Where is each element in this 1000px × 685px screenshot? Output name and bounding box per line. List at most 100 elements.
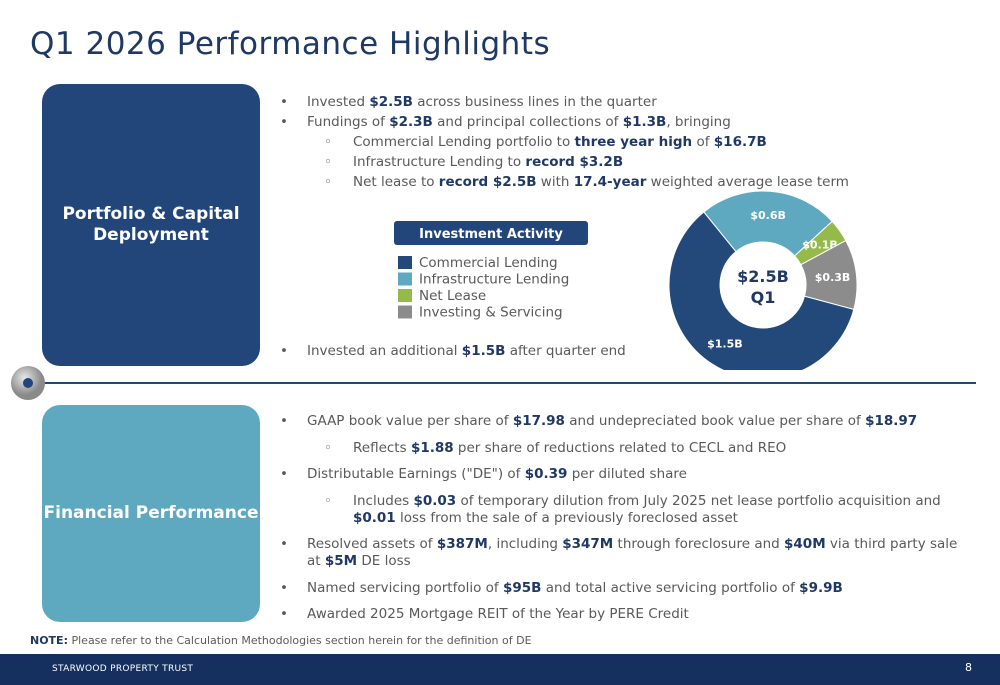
- text: of: [692, 134, 714, 150]
- text: weighted average lease term: [646, 174, 849, 190]
- bold-text: $95B: [502, 579, 542, 596]
- bold-text: $2.5B: [369, 94, 413, 110]
- bullet: Awarded 2025 Mortgage REIT of the Year b…: [280, 606, 975, 623]
- bold-text: $347M: [562, 536, 614, 552]
- bullet: Includes $0.03 of temporary dilution fro…: [280, 493, 975, 527]
- data-label: $1.5B: [707, 338, 743, 351]
- legend-label: Infrastructure Lending: [419, 272, 569, 288]
- bullet: GAAP book value per share of $17.98 and …: [280, 413, 975, 430]
- text: with: [536, 174, 574, 190]
- divider-dot: [23, 378, 33, 388]
- legend-swatch: [398, 272, 412, 286]
- note: NOTE: Please refer to the Calculation Me…: [30, 634, 532, 647]
- text: of temporary dilution from July 2025 net…: [456, 492, 941, 509]
- bold-text: $40M: [784, 536, 826, 552]
- bold-text: $2.3B: [389, 114, 433, 130]
- bullet-list: Invested $2.5B across business lines in …: [280, 92, 975, 192]
- legend-label: Net Lease: [419, 288, 486, 304]
- bold-text: $18.97: [865, 413, 918, 429]
- text: Awarded 2025 Mortgage REIT of the Year b…: [307, 606, 689, 622]
- bold-text: $387M: [436, 536, 488, 552]
- bold-text: $1.5B: [461, 343, 506, 359]
- text: Infrastructure Lending to: [353, 154, 526, 170]
- section-box: Portfolio & Capital Deployment: [42, 84, 260, 366]
- bullet: Named servicing portfolio of $95B and to…: [280, 580, 975, 597]
- text: via third party sale at: [307, 536, 958, 569]
- bold-text: record $3.2B: [525, 154, 624, 170]
- bold-text: $9.9B: [799, 579, 843, 596]
- text: Reflects: [353, 439, 411, 456]
- text: Distributable Earnings ("DE") of: [307, 466, 525, 482]
- bullet: Resolved assets of $387M, including $347…: [280, 536, 975, 570]
- donut-segment: [800, 239, 858, 310]
- text: Invested: [307, 94, 370, 110]
- text: Includes: [353, 492, 414, 509]
- text: and principal collections of: [432, 114, 623, 130]
- text: GAAP book value per share of: [307, 413, 513, 429]
- legend-title: Investment Activity: [419, 227, 563, 242]
- bullet-list: Invested an additional $1.5B after quart…: [280, 343, 975, 359]
- legend-header: [394, 221, 588, 245]
- text: after quarter end: [505, 343, 626, 359]
- text: across business lines in the quarter: [412, 94, 657, 110]
- bullet: Invested $2.5B across business lines in …: [280, 92, 975, 112]
- text: , including: [487, 536, 563, 552]
- bold-text: $0.03: [413, 492, 457, 509]
- legend-label: Commercial Lending: [419, 255, 558, 271]
- text: through foreclosure and: [613, 536, 785, 552]
- footer-company: STARWOOD PROPERTY TRUST: [52, 664, 194, 674]
- legend-label: Investing & Servicing: [419, 305, 563, 321]
- center-value: $2.5B: [737, 267, 789, 286]
- bold-text: $0.39: [524, 466, 568, 482]
- text: and undepreciated book value per share o…: [564, 413, 866, 429]
- text: Resolved assets of: [307, 536, 437, 552]
- data-label: $0.6B: [750, 209, 786, 222]
- chart: Investment Activity Commercial LendingInf…: [394, 190, 858, 370]
- bullet: Distributable Earnings ("DE") of $0.39 p…: [280, 466, 975, 483]
- slide-title: Q1 2026 Performance Highlights: [30, 26, 551, 62]
- divider: [11, 366, 976, 400]
- bold-text: record $2.5B: [438, 174, 537, 190]
- donut-segment: [703, 190, 833, 257]
- text: per share of reductions related to CECL …: [453, 439, 787, 456]
- footer: STARWOOD PROPERTY TRUST 8: [0, 654, 1000, 685]
- bullet: Infrastructure Lending to record $3.2B: [280, 152, 975, 172]
- bold-text: $0.01: [353, 509, 396, 526]
- legend-swatch: [398, 256, 412, 269]
- note-text: Please refer to the Calculation Methodol…: [71, 634, 532, 647]
- note-label: NOTE:: [30, 634, 68, 647]
- bullet: Fundings of $2.3B and principal collecti…: [280, 112, 975, 132]
- bold-text: $17.98: [512, 413, 565, 429]
- legend-swatch: [398, 289, 412, 302]
- bullet-list: GAAP book value per share of $17.98 and …: [280, 413, 975, 633]
- text: Invested an additional: [307, 343, 462, 359]
- section-heading: Financial Performance: [43, 503, 259, 523]
- data-label: $0.1B: [802, 238, 838, 251]
- section-heading: Portfolio & Capital Deployment: [62, 204, 240, 245]
- bold-text: $1.88: [410, 439, 454, 456]
- bullet: Reflects $1.88 per share of reductions r…: [280, 440, 975, 457]
- donut-segment: [668, 211, 855, 370]
- bullet: Invested an additional $1.5B after quart…: [280, 343, 975, 359]
- data-label: $0.3B: [815, 271, 851, 284]
- bold-text: $16.7B: [713, 134, 767, 150]
- bold-text: $1.3B: [622, 114, 667, 130]
- text: Net lease to: [353, 174, 439, 190]
- page-number: 8: [965, 661, 972, 674]
- text: loss from the sale of a previously forec…: [395, 509, 738, 526]
- legend-swatch: [398, 305, 412, 319]
- bold-text: three year high: [574, 134, 693, 150]
- text: and total active servicing portfolio of: [541, 579, 800, 596]
- bold-text: 17.4-year: [573, 174, 647, 190]
- section-box: Financial Performance: [42, 405, 260, 622]
- text: Fundings of: [307, 114, 390, 130]
- bold-text: $5M: [324, 553, 358, 569]
- text: Commercial Lending portfolio to: [353, 134, 575, 150]
- text: Named servicing portfolio of: [307, 579, 503, 596]
- bullet: Net lease to record $2.5B with 17.4-year…: [280, 172, 975, 192]
- text: DE loss: [357, 553, 411, 569]
- text: , bringing: [666, 114, 731, 130]
- center-subtitle: Q1: [751, 288, 776, 307]
- bullet: Commercial Lending portfolio to three ye…: [280, 132, 975, 152]
